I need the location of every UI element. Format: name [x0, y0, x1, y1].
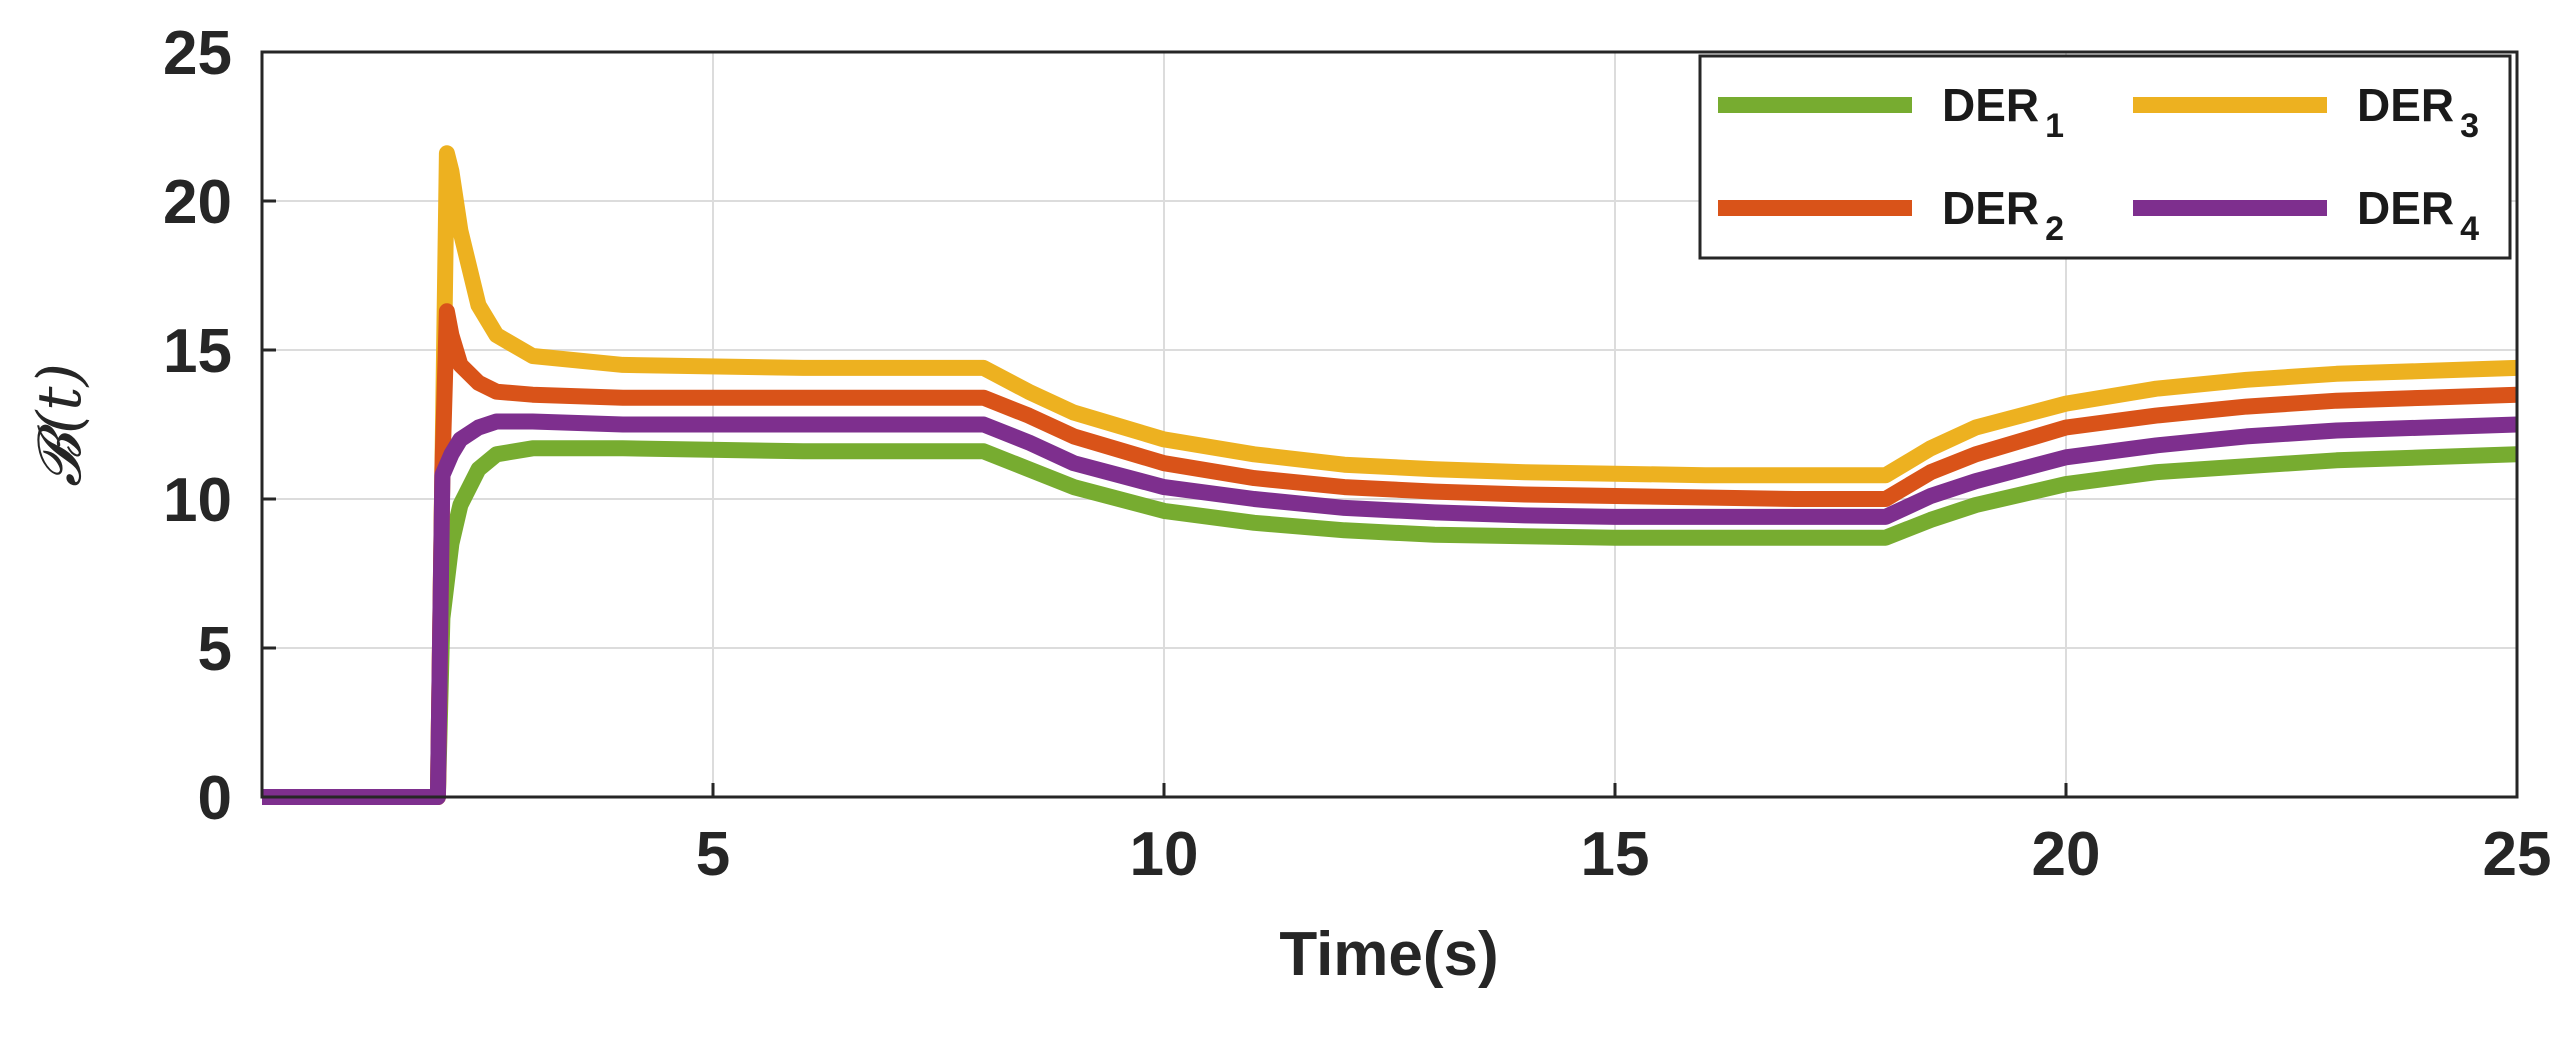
- x-axis-label: Time(s): [1279, 920, 1498, 989]
- series-lines: [262, 145, 2518, 805]
- legend-label-der2: DER 2: [1942, 182, 2064, 248]
- y-tick-label: 5: [198, 615, 232, 684]
- legend: DER 1 DER 2 DER 3 DER 4: [1698, 54, 2512, 260]
- y-tick-label: 25: [163, 19, 232, 88]
- x-tick-labels: 5 10 15 20 25: [696, 783, 2552, 889]
- legend-box: [1698, 54, 2512, 260]
- series-line-der3: [262, 145, 2518, 805]
- y-tick-label: 15: [163, 317, 232, 386]
- series-line-der1: [262, 440, 2518, 805]
- legend-label-der3: DER 3: [2357, 79, 2479, 145]
- y-tick-label: 20: [163, 168, 232, 237]
- x-tick-label: 25: [2483, 820, 2552, 889]
- x-tick-label: 15: [1581, 820, 1650, 889]
- y-axis-label: 𝓑(t): [25, 363, 95, 487]
- x-tick-label: 20: [2032, 820, 2101, 889]
- legend-label-der1: DER 1: [1942, 79, 2064, 145]
- x-tick-label: 10: [1130, 820, 1199, 889]
- x-tick-label: 5: [696, 820, 730, 889]
- series-line-der4: [262, 413, 2518, 805]
- legend-label-der4: DER 4: [2357, 182, 2479, 248]
- plot-border: [260, 50, 2519, 799]
- y-tick-label: 10: [163, 466, 232, 535]
- series-line-der2: [262, 303, 2518, 805]
- y-tick-label: 0: [198, 764, 232, 833]
- y-tick-labels: 0 5 10 15 20 25: [163, 19, 276, 833]
